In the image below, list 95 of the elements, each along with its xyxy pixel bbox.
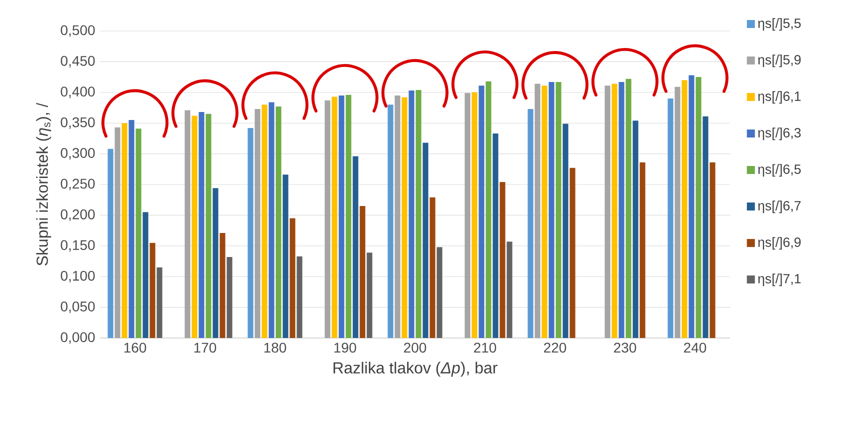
x-tick-label: 230	[614, 342, 636, 353]
bar	[464, 93, 470, 338]
bar	[640, 162, 646, 338]
bar	[220, 233, 226, 338]
legend-label: ηs[/]5,5	[758, 18, 801, 31]
bar	[506, 242, 512, 338]
x-tick-label: 170	[194, 342, 216, 353]
bar	[394, 95, 400, 338]
y-tick-label: 0,150	[60, 240, 95, 252]
x-tick-label: 180	[264, 342, 286, 353]
bar	[276, 106, 282, 338]
y-tick-label: 0,200	[60, 209, 95, 221]
x-tick-label: 220	[544, 342, 566, 353]
legend-label: ηs[/]7,1	[758, 274, 801, 286]
bar	[290, 218, 296, 338]
bar	[156, 267, 162, 338]
y-tick-label: 0,500	[60, 25, 95, 37]
bar	[422, 142, 428, 338]
y-axis-title: Skupni izkoristek (η$_{s}$), /	[36, 102, 52, 266]
bar	[324, 100, 330, 338]
bar	[408, 90, 414, 338]
bar	[226, 256, 232, 338]
bar	[604, 86, 610, 338]
bar	[710, 162, 716, 338]
bar	[268, 102, 274, 338]
bar	[416, 90, 422, 338]
bar	[136, 128, 142, 338]
bar	[548, 82, 554, 338]
y-tick-label: 0,400	[60, 86, 95, 98]
bar	[696, 77, 702, 338]
bar	[618, 82, 624, 338]
bar	[212, 188, 218, 338]
bar	[184, 110, 190, 338]
x-tick-label: 160	[124, 342, 146, 353]
bar	[360, 206, 366, 338]
bar	[206, 114, 212, 338]
bar	[332, 96, 338, 338]
legend-label: ηs[/]6,5	[758, 164, 801, 177]
bar	[436, 247, 442, 338]
bar	[108, 148, 114, 338]
bar	[388, 104, 394, 338]
bar	[262, 104, 268, 338]
x-axis-title: Razlika tlakov (Δp), bar	[334, 362, 498, 377]
bar	[702, 116, 708, 338]
bar	[192, 116, 198, 338]
bar	[688, 75, 694, 338]
bar	[486, 81, 492, 338]
x-tick-label: 210	[474, 342, 496, 353]
bar	[632, 120, 638, 338]
bar	[402, 97, 408, 338]
legend-label: ηs[/]6,3	[758, 128, 801, 140]
legend-label: ηs[/]6,7	[758, 200, 801, 214]
bar	[570, 168, 576, 338]
bar	[492, 134, 498, 338]
bar	[282, 174, 288, 338]
bar	[430, 197, 436, 338]
bar	[674, 86, 680, 338]
bar	[296, 256, 302, 338]
bar	[668, 98, 674, 338]
bar	[472, 92, 478, 338]
bar	[612, 84, 618, 338]
bar	[122, 123, 128, 338]
x-tick-label: 190	[334, 342, 356, 353]
bar	[338, 95, 344, 338]
bar	[500, 182, 506, 338]
bar	[556, 82, 562, 338]
bar	[198, 112, 204, 338]
bar	[346, 94, 352, 338]
bar	[114, 127, 120, 338]
x-tick-label: 200	[404, 342, 426, 353]
y-tick-label: 0,450	[60, 56, 95, 68]
legend-label: ηs[/]5,9	[758, 54, 801, 68]
y-tick-label: 0,350	[60, 117, 95, 129]
bar	[128, 120, 134, 338]
x-tick-label: 240	[684, 342, 706, 353]
legend-label: ηs[/]6,9	[758, 237, 801, 250]
bar	[352, 156, 358, 338]
bar	[366, 252, 372, 338]
bar	[150, 242, 156, 338]
bar	[254, 108, 260, 338]
y-tick-label: 0,300	[60, 148, 95, 160]
y-tick-label: 0,000	[60, 332, 95, 344]
bar	[542, 86, 548, 338]
y-tick-label: 0,250	[60, 178, 95, 190]
legend-label: ηs[/]6,1	[758, 91, 801, 104]
y-tick-label: 0,050	[60, 302, 95, 314]
bar	[626, 78, 632, 338]
bar	[478, 86, 484, 338]
bar	[528, 108, 534, 338]
bar	[682, 80, 688, 338]
y-tick-label: 0,100	[60, 270, 95, 282]
bar	[562, 124, 568, 338]
bar	[534, 84, 540, 338]
bar	[248, 128, 254, 338]
bar	[142, 212, 148, 338]
